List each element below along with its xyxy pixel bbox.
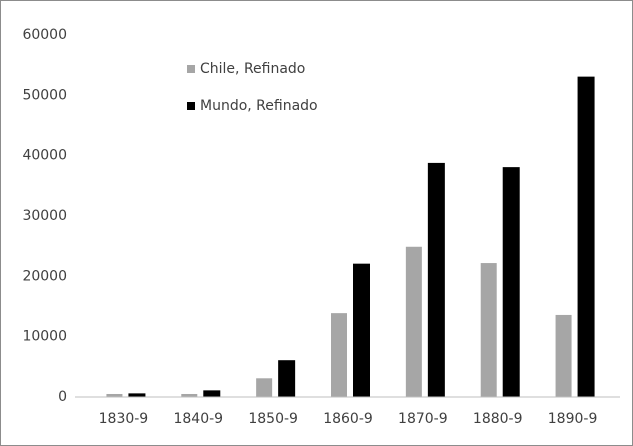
y-tick-label: 60000 <box>22 27 67 43</box>
y-tick-label: 20000 <box>22 268 67 284</box>
bar <box>480 263 497 397</box>
bar <box>577 76 595 397</box>
x-tick-label: 1880-9 <box>473 411 523 427</box>
legend-label: Mundo, Refinado <box>200 98 318 114</box>
bar <box>353 263 370 397</box>
y-tick-label: 0 <box>58 389 67 405</box>
y-tick-label: 50000 <box>22 87 67 103</box>
bar <box>555 314 572 397</box>
bar <box>331 313 347 397</box>
bar <box>278 360 296 397</box>
y-tick-label: 30000 <box>22 208 67 224</box>
x-tick-label: 1890-9 <box>548 411 598 427</box>
bar <box>502 167 520 397</box>
legend-swatch <box>187 65 195 73</box>
x-tick-label: 1830-9 <box>99 411 149 427</box>
x-tick-label: 1850-9 <box>248 411 298 427</box>
x-tick-label: 1870-9 <box>398 411 448 427</box>
bar <box>405 246 422 397</box>
bar <box>181 393 198 397</box>
y-tick-label: 10000 <box>22 329 67 345</box>
x-tick-label: 1840-9 <box>173 411 223 427</box>
bar <box>256 378 273 397</box>
bar <box>106 393 123 397</box>
y-tick-label: 40000 <box>22 148 67 164</box>
bar <box>203 390 221 397</box>
bar <box>128 393 146 397</box>
bar <box>427 162 445 397</box>
legend-swatch <box>187 102 195 110</box>
legend-label: Chile, Refinado <box>200 61 305 77</box>
x-tick-label: 1860-9 <box>323 411 373 427</box>
